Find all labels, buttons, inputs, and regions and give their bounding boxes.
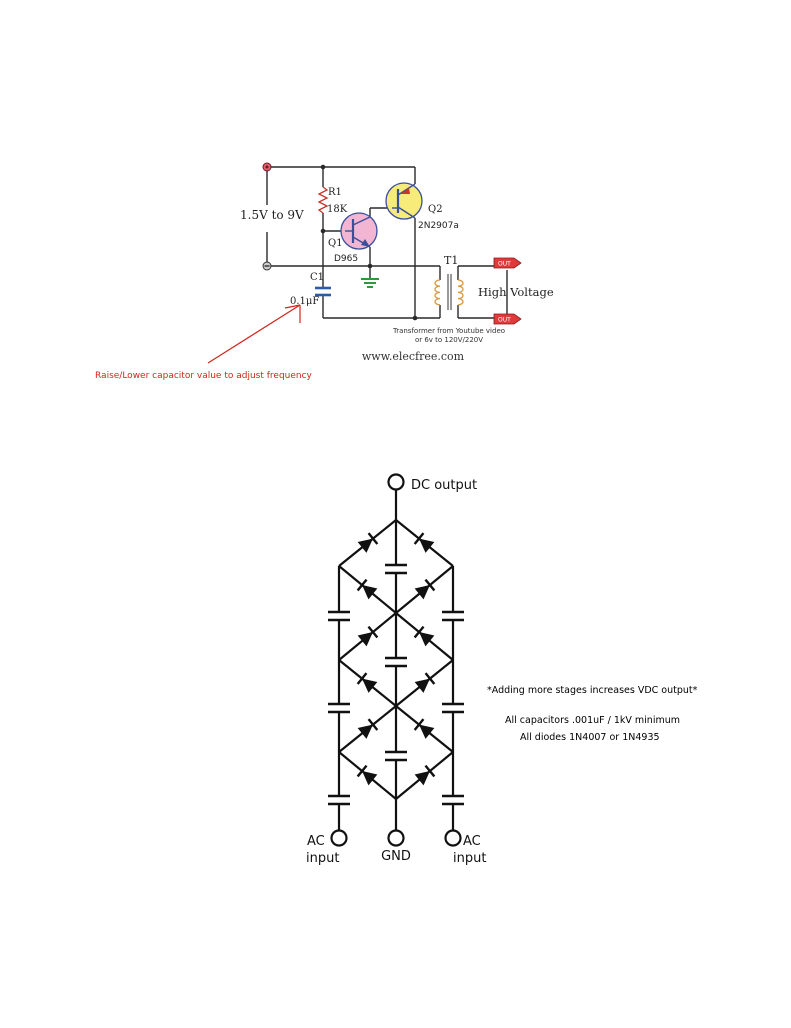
capacitor-symbol: [385, 563, 407, 575]
transformer-t1-symbol: [434, 274, 464, 310]
ac-input-left-label-2: input: [306, 851, 339, 866]
c1-value-label: 0.1μF: [290, 296, 319, 307]
capacitor-c1-symbol: [315, 286, 331, 297]
note-diodes: All diodes 1N4007 or 1N4935: [520, 732, 660, 743]
svg-text:OUT: OUT: [498, 317, 511, 324]
transformer-note-line2: or 6v to 120V/220V: [415, 336, 483, 344]
capacitor-symbol: [442, 794, 464, 806]
capacitor-symbol: [385, 656, 407, 668]
voltage-multiplier: DC output AC input GND AC input: [306, 473, 486, 866]
junction-dot: [320, 228, 326, 234]
supply-voltage-label: 1.5V to 9V: [240, 208, 304, 222]
capacitor-symbol: [328, 794, 350, 806]
ac-input-left-terminal: [330, 829, 348, 847]
note-stages: *Adding more stages increases VDC output…: [487, 685, 698, 696]
c1-label: C1: [310, 272, 324, 283]
r1-value-label: 18K: [327, 204, 348, 215]
positive-terminal: [262, 162, 272, 172]
out-tag-bottom: OUT: [493, 313, 522, 325]
multiplier-capacitors: [328, 563, 464, 806]
t1-label: T1: [444, 254, 458, 267]
diode-symbol: [357, 718, 379, 739]
junction-dot: [412, 315, 418, 321]
transistor-q2-symbol: [385, 182, 423, 220]
diode-symbol: [356, 578, 378, 600]
gnd-terminal: [387, 829, 405, 847]
capacitor-symbol: [328, 610, 350, 622]
q2-part-label: 2N2907a: [418, 221, 459, 231]
ac-input-right-label: AC: [463, 834, 481, 849]
diode-symbol: [413, 718, 435, 739]
ac-input-right-terminal: [444, 829, 462, 847]
transformer-note-line1: Transformer from Youtube video: [392, 327, 505, 335]
junction-dot: [320, 164, 326, 170]
oscillator-circuit: 1.5V to 9V R1 18K Q1 D965 Q2 2N2907a: [207, 162, 554, 364]
diode-symbol: [356, 764, 378, 786]
q2-label: Q2: [428, 204, 443, 215]
capacitor-symbol: [385, 750, 407, 762]
diode-symbol: [357, 625, 379, 647]
out-tag-top: OUT: [493, 257, 522, 269]
diode-symbol: [357, 532, 379, 553]
diode-symbol: [413, 532, 435, 553]
annotation-arrow: [207, 304, 301, 364]
gnd-label: GND: [381, 849, 411, 864]
resistor-r1-symbol: [317, 186, 329, 214]
dc-output-label: DC output: [411, 478, 477, 493]
capacitor-symbol: [442, 702, 464, 714]
multiplier-wires: [337, 490, 455, 830]
diode-symbol: [414, 672, 436, 693]
diode-symbol: [414, 764, 436, 786]
diode-symbol: [413, 625, 435, 647]
junction-dot: [367, 263, 373, 269]
ac-input-right-label-2: input: [453, 851, 486, 866]
negative-terminal: [262, 261, 272, 271]
note-capacitors: All capacitors .001uF / 1kV minimum: [505, 715, 680, 726]
q1-part-label: D965: [334, 254, 358, 264]
diode-symbol: [356, 672, 378, 693]
ac-input-left-label: AC: [307, 834, 325, 849]
diode-symbol: [414, 578, 436, 600]
q1-label: Q1: [328, 238, 343, 249]
r1-label: R1: [328, 187, 342, 198]
transistor-q1-symbol: [340, 212, 378, 250]
capacitor-annotation: Raise/Lower capacitor value to adjust fr…: [95, 371, 312, 381]
oscillator-wires: [266, 166, 508, 319]
high-voltage-label: High Voltage: [478, 285, 554, 299]
dc-output-terminal: [387, 473, 405, 491]
ground-symbol: [361, 278, 379, 288]
capacitor-symbol: [328, 702, 350, 714]
website-label: www.elecfree.com: [362, 350, 465, 363]
multiplier-diodes: [356, 532, 436, 786]
svg-text:OUT: OUT: [498, 261, 511, 268]
capacitor-symbol: [442, 610, 464, 622]
